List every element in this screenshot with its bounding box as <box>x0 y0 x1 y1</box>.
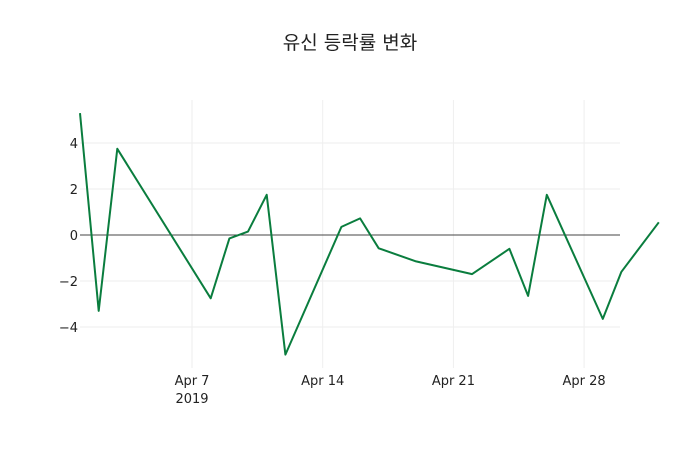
x-tick-label: Apr 14 <box>301 374 344 389</box>
y-tick-label: 2 <box>70 183 78 198</box>
x-tick-label: Apr 28 <box>563 374 606 389</box>
x-tick-label: Apr 21 <box>432 374 475 389</box>
x-tick-year-label: 2019 <box>175 392 208 407</box>
y-tick-label: −2 <box>59 275 78 290</box>
y-axis-ticks: 4 2 0 −2 −4 <box>59 137 78 336</box>
series-line <box>79 113 660 356</box>
y-tick-label: 0 <box>70 229 78 244</box>
y-tick-label: 4 <box>70 137 78 152</box>
x-axis-ticks: Apr 7 2019 Apr 14 Apr 21 Apr 28 <box>175 374 606 407</box>
chart-title: 유신 등락률 변화 <box>282 32 418 54</box>
x-tick-label: Apr 7 <box>175 374 210 389</box>
y-tick-label: −4 <box>59 321 78 336</box>
